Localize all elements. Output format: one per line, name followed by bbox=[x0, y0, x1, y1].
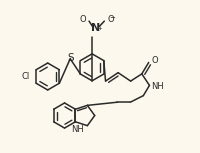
Text: +: + bbox=[97, 26, 102, 31]
Text: S: S bbox=[67, 52, 73, 63]
Text: O: O bbox=[151, 56, 157, 65]
Text: NH: NH bbox=[70, 125, 83, 134]
Text: N: N bbox=[91, 23, 100, 33]
Text: O: O bbox=[79, 15, 86, 24]
Text: Cl: Cl bbox=[22, 72, 30, 81]
Text: −: − bbox=[109, 15, 115, 21]
Text: O: O bbox=[107, 15, 113, 24]
Text: NH: NH bbox=[151, 82, 163, 91]
